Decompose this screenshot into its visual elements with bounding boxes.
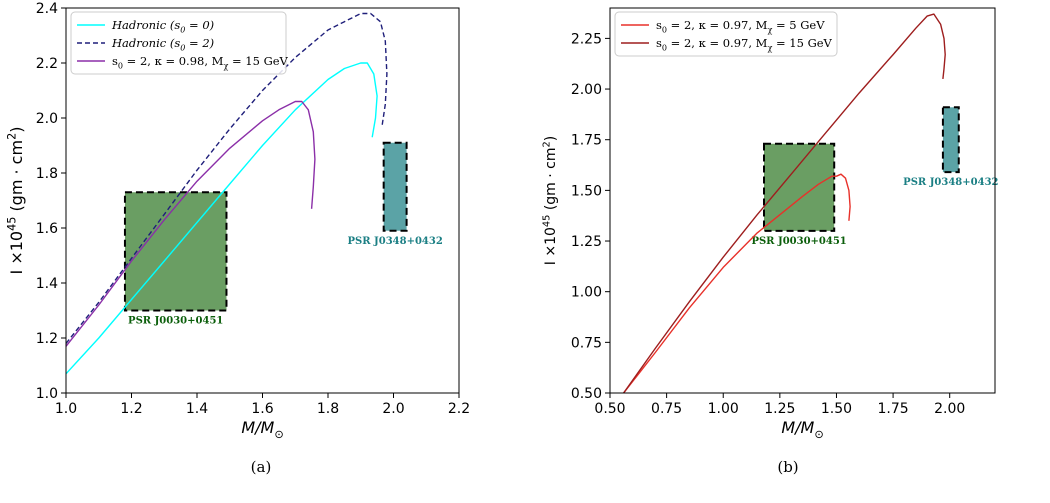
x-tick-label: 1.25 [764,401,795,417]
y-tick-label: 2.00 [571,82,602,98]
series-line-1 [623,173,851,393]
x-tick-label: 1.6 [251,401,273,417]
x-tick-label: 1.4 [186,401,208,417]
y-tick-label: 2.0 [36,111,58,127]
constraint-label-1: PSR J0030+0451 [128,316,223,327]
y-tick-label: 0.75 [571,335,602,351]
y-axis-label: I ×1045 (gm · cm2) [541,136,559,265]
x-tick-label: 0.75 [651,401,682,417]
legend-label-3: s0 = 2, κ = 0.98, Mχ = 15 GeV [112,54,289,70]
x-tick-label: 1.50 [821,401,852,417]
series-line-2 [623,13,946,393]
panel-caption-b: (b) [777,458,799,476]
constraint-box-2 [382,141,408,232]
y-tick-label: 1.00 [571,285,602,301]
legend-label-2: s0 = 2, κ = 0.97, Mχ = 15 GeV [656,36,833,52]
y-tick-label: 2.25 [571,31,602,47]
y-tick-label: 1.6 [36,221,58,237]
constraint-box-2 [941,106,960,174]
x-tick-label: 2.2 [448,401,470,417]
plot-frame [609,7,996,394]
y-axis-label: I ×1045 (gm · cm2) [6,127,26,275]
x-tick-label: 1.75 [878,401,909,417]
chart-b: PSR J0030+0451 PSR J0348+0432 0.50 0.75 1.00… [541,7,999,441]
series-line-2 [66,12,388,344]
constraint-label-1: PSR J0030+0451 [751,236,846,247]
x-tick-label: 1.2 [120,401,142,417]
series-line-1 [66,62,378,375]
y-tick-label: 1.75 [571,133,602,149]
constraint-label-2: PSR J0348+0432 [903,177,998,188]
x-tick-label: 1.0 [55,401,77,417]
legend-label-1: s0 = 2, κ = 0.97, Mχ = 5 GeV [656,18,825,34]
y-tick-label: 2.2 [36,56,58,72]
y-tick-label: 1.0 [36,386,58,402]
legend-box [614,11,838,57]
series-line-3 [66,100,316,347]
x-tick-label: 2.00 [934,401,965,417]
y-tick-label: 1.25 [571,234,602,250]
x-axis-label: M/M⊙ [241,418,283,441]
legend-box [70,11,287,75]
constraint-box-1 [123,191,228,312]
x-tick-label: 0.50 [594,401,625,417]
y-tick-label: 2.4 [36,1,58,17]
constraint-label-2: PSR J0348+0432 [347,236,442,247]
legend-label-2: Hadronic (s0 = 2) [111,36,214,52]
y-tick-label: 1.4 [36,276,58,292]
y-tick-label: 1.2 [36,331,58,347]
x-tick-label: 2.0 [382,401,404,417]
y-tick-label: 0.50 [571,386,602,402]
panel-caption-a: (a) [250,458,272,476]
constraint-box-1 [763,142,836,232]
x-tick-label: 1.00 [708,401,739,417]
x-tick-label: 1.8 [317,401,339,417]
chart-a: PSR J0030+0451 PSR J0348+0432 1.0 1.2 1.4 1.6… [6,1,471,441]
y-tick-label: 1.50 [571,183,602,199]
x-axis-label: M/M⊙ [781,418,823,441]
y-tick-label: 1.8 [36,166,58,182]
legend-label-1: Hadronic (s0 = 0) [111,18,214,34]
